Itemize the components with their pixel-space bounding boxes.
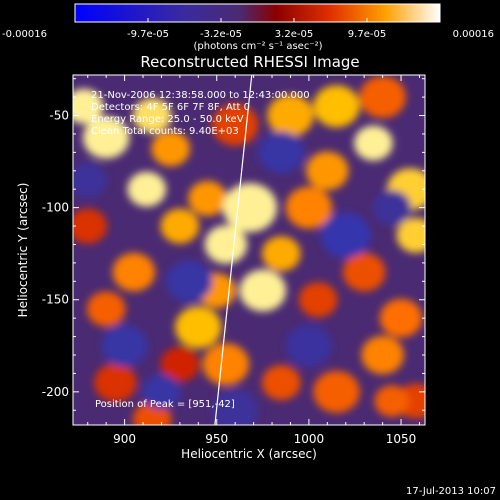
x-axis-label: Heliocentric X (arcsec)	[181, 447, 317, 461]
heatmap-blob	[175, 306, 222, 349]
heatmap-blob	[73, 88, 104, 124]
heatmap-blob	[160, 346, 200, 382]
colorbar-tick-label: 0.00016	[453, 29, 494, 40]
heatmap-blob	[211, 389, 259, 425]
y-tick-label: -50	[49, 109, 69, 123]
colorbar-tick-label: -0.00016	[2, 29, 47, 40]
x-tick-label: 1050	[386, 432, 417, 446]
colorbar-ticks: -0.00016 -9.7e-05 -3.2e-05 3.2e-05 9.7e-05 0.…	[2, 18, 494, 40]
heatmap-blob	[239, 269, 287, 312]
heatmap-blob	[374, 385, 410, 417]
heatmap-blob	[101, 324, 148, 367]
heatmap-blob	[151, 131, 191, 167]
heatmap-blob	[86, 291, 126, 327]
chart-title: Reconstructed RHESSI Image	[140, 53, 359, 71]
colorbar	[74, 3, 441, 23]
colorbar-tick-label: 3.2e-05	[275, 29, 313, 40]
peak-position-label: Position of Peak = [951,-42]	[95, 399, 235, 410]
heatmap-blob	[267, 94, 314, 137]
annotation-line: Energy Range: 25.0 - 50.0 keV	[91, 114, 244, 125]
heatmap-blob	[202, 343, 250, 386]
heatmap-blob	[306, 151, 349, 191]
heatmap-blob	[127, 171, 167, 207]
y-axis-label: Heliocentric Y (arcsec)	[16, 183, 30, 318]
heatmap-blob	[298, 282, 338, 318]
colorbar-tick-label: 9.7e-05	[348, 29, 386, 40]
heatmap-blob	[222, 183, 278, 233]
heatmap-blob	[258, 131, 305, 174]
heatmap-blob	[142, 374, 181, 410]
y-axis-ticks: -50 -100 -150 -200	[42, 78, 425, 411]
heatmap-blob	[359, 76, 406, 119]
colorbar-unit-label: (photons cm⁻² s⁻¹ asec⁻²)	[193, 41, 322, 52]
heatmap-blob	[82, 116, 130, 159]
footer-date: 17-Jul-2013 10:07	[405, 486, 496, 497]
heatmap-blob	[165, 260, 213, 303]
heatmap-blob	[320, 212, 371, 259]
y-tick-label: -100	[42, 201, 69, 215]
annotation-line: Detectors: 4F 5F 6F 7F 8F, Att 0	[91, 102, 250, 113]
heatmap-blob	[285, 324, 333, 367]
heatmap-blob	[132, 98, 172, 134]
annotation-line: 21-Nov-2006 12:38:58.000 to 12:43:00.000	[91, 90, 310, 101]
heatmap-blob	[313, 85, 360, 128]
heatmap-blob	[211, 103, 259, 146]
y-tick-label: -150	[42, 293, 69, 307]
colorbar-tick-label: -3.2e-05	[200, 29, 242, 40]
heatmap-blob	[94, 363, 137, 402]
heatmap-blob	[285, 186, 333, 229]
heatmap-blob	[361, 335, 404, 375]
annotation-block: 21-Nov-2006 12:38:58.000 to 12:43:00.000…	[91, 90, 310, 137]
heatmap-blob	[261, 236, 301, 272]
heatmap-blob	[160, 208, 200, 244]
x-tick-label: 900	[113, 432, 136, 446]
heatmap-blob	[379, 298, 423, 338]
y-tick-label: -200	[42, 385, 69, 399]
heatmap-blob	[354, 125, 393, 161]
heatmap-blob	[73, 208, 108, 244]
colorbar-tick-label: -9.7e-05	[127, 29, 169, 40]
heatmap-blob	[204, 225, 248, 264]
solar-limb-line	[214, 75, 253, 425]
heatmap-blob	[261, 365, 301, 401]
heatmap-blob	[396, 217, 425, 253]
x-tick-label: 950	[205, 432, 228, 446]
heatmap-blob	[313, 370, 360, 413]
x-axis-ticks: 900 950 1000 1050	[87, 75, 420, 446]
annotation-line: Clean Total counts: 9.40E+03	[91, 126, 239, 137]
heatmap-blob	[372, 190, 412, 226]
plot-frame	[72, 74, 426, 426]
heatmap-blob	[73, 162, 108, 198]
heatmap-blob	[112, 252, 156, 292]
x-tick-label: 1000	[294, 432, 325, 446]
heatmap-blob	[342, 252, 386, 292]
heatmap-blob	[188, 180, 227, 216]
